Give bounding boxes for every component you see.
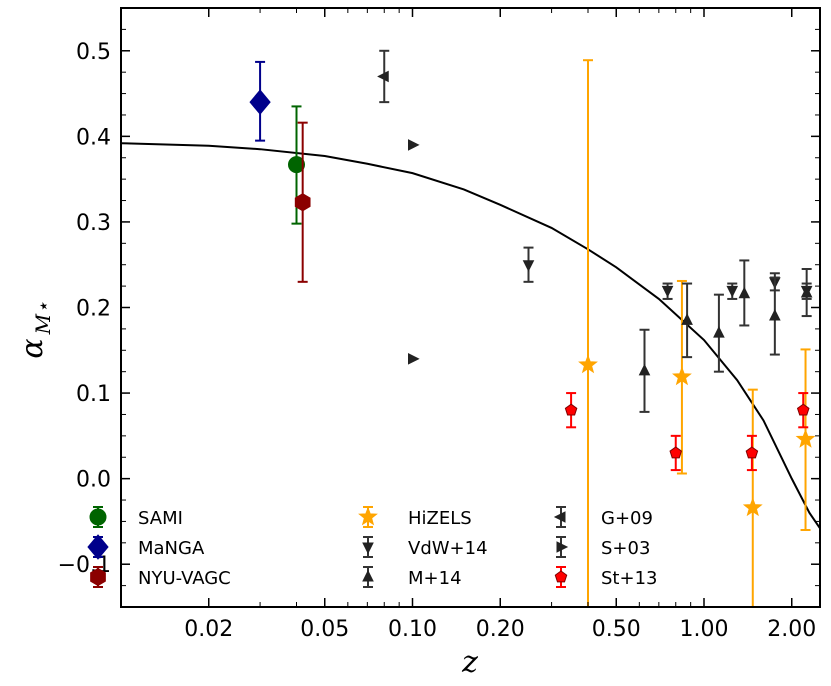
data-point — [800, 285, 813, 298]
data-point — [249, 89, 271, 115]
legend-item: M+14 — [362, 566, 462, 589]
series-s-03 — [408, 139, 420, 365]
legend-item: G+09 — [553, 506, 653, 529]
x-tick-label: 1.00 — [680, 617, 729, 642]
data-point — [564, 403, 578, 416]
legend-item: VdW+14 — [362, 536, 488, 559]
series-g-09 — [377, 49, 390, 104]
series-st-13 — [564, 392, 810, 472]
y-tick-label: 0.5 — [76, 40, 111, 65]
y-axis-title-sub: M⋆ — [31, 301, 55, 335]
y-axis-title-main: α — [15, 338, 50, 358]
legend-label: VdW+14 — [408, 538, 488, 559]
legend-item: HiZELS — [358, 506, 472, 529]
legend-marker — [556, 541, 569, 553]
legend-label: NYU-VAGC — [138, 568, 231, 589]
y-tick-label: 0.0 — [76, 468, 111, 493]
data-point — [578, 354, 598, 374]
y-tick-label: 0.4 — [76, 125, 111, 150]
legend-item: St+13 — [554, 566, 657, 589]
data-point — [672, 366, 692, 386]
data-point — [294, 193, 311, 212]
x-tick-label: 0.02 — [184, 617, 233, 642]
plot-frame — [120, 7, 821, 608]
series-manga — [249, 60, 271, 142]
plot-area — [120, 49, 821, 608]
fit-curve-line — [120, 142, 821, 529]
legend-marker — [89, 508, 107, 526]
legend-label: MaNGA — [138, 538, 205, 559]
y-tick-label: 0.3 — [76, 211, 111, 236]
data-point — [661, 285, 674, 298]
x-tick-label: 2.00 — [767, 617, 816, 642]
y-axis-title: α M⋆ — [15, 301, 55, 358]
x-axis-title: z — [461, 645, 478, 680]
legend-marker — [362, 542, 374, 555]
legend-marker — [358, 506, 378, 526]
legend-label: M+14 — [408, 568, 462, 589]
x-tick-label: 0.50 — [592, 617, 641, 642]
series-vdw-14 — [522, 246, 813, 300]
data-point — [796, 403, 810, 416]
legend-label: SAMI — [138, 508, 183, 529]
legend-marker — [87, 534, 109, 560]
legend-item: SAMI — [89, 506, 183, 529]
data-point — [769, 308, 781, 321]
y-tick-label: 0.1 — [76, 382, 111, 407]
series-nyu-vagc — [294, 121, 311, 283]
legend-label: S+03 — [601, 538, 650, 559]
legend-marker — [553, 511, 566, 523]
error-bar — [583, 59, 594, 608]
data-point — [522, 260, 535, 272]
legend-label: HiZELS — [408, 508, 472, 529]
legend-item: S+03 — [556, 536, 650, 559]
data-point — [288, 156, 306, 174]
legend: SAMI MaNGA NYU-VAGC HiZELS VdW+14 M+14 G+09 S+0… — [87, 506, 657, 589]
axis-ticks: 0.02 0.05 0.10 0.20 0.50 1.00 2.00 0.5 0.4 0.3 0.2… — [58, 8, 820, 642]
data-point — [795, 428, 816, 448]
series-m-14 — [638, 259, 813, 413]
data-point — [713, 326, 725, 338]
x-tick-label: 0.20 — [476, 617, 525, 642]
legend-marker — [362, 569, 374, 582]
data-point — [726, 285, 739, 298]
data-point — [738, 286, 751, 299]
legend-marker — [90, 567, 106, 587]
data-point — [745, 446, 759, 459]
legend-item: MaNGA — [87, 534, 205, 560]
y-tick-label: 0.2 — [76, 297, 111, 322]
legend-marker — [554, 570, 568, 583]
x-tick-label: 0.05 — [300, 617, 349, 642]
legend-label: St+13 — [601, 568, 657, 589]
data-point — [681, 313, 693, 325]
data-point — [638, 363, 651, 376]
data-point — [669, 446, 683, 459]
legend-label: G+09 — [601, 508, 653, 529]
x-tick-label: 0.10 — [388, 617, 437, 642]
data-point — [408, 353, 420, 365]
series-hizels — [578, 59, 816, 608]
data-point — [742, 497, 763, 517]
data-point — [408, 139, 420, 151]
legend-item: NYU-VAGC — [90, 566, 231, 589]
data-point — [377, 70, 389, 83]
